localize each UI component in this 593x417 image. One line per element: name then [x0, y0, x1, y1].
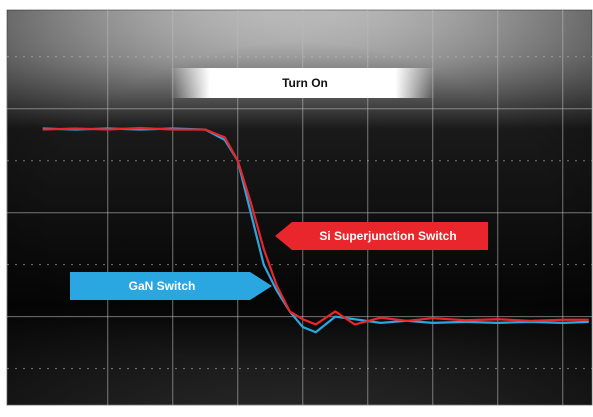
chart: Turn On Si Superjunction Switch GaN Swit… — [0, 0, 593, 412]
gan-label: GaN Switch — [129, 279, 196, 293]
chart-title: Turn On — [282, 76, 328, 90]
si-label: Si Superjunction Switch — [319, 229, 456, 243]
